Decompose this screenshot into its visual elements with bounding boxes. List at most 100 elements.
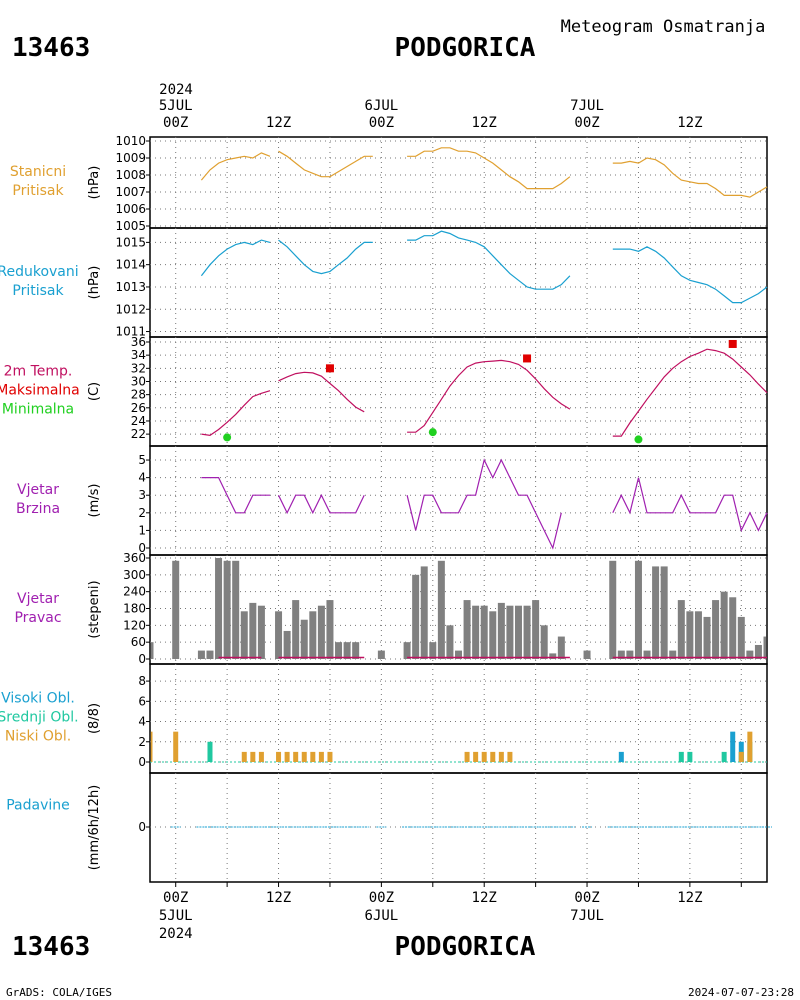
station-pressure-line-3 bbox=[612, 157, 768, 198]
wind-direction-bar bbox=[754, 644, 762, 659]
panel-unit-label: (hPa) bbox=[87, 166, 102, 200]
ytick-label: 300 bbox=[123, 568, 146, 582]
wind-direction-bar bbox=[660, 566, 668, 659]
panel-frame bbox=[149, 445, 768, 556]
wind-direction-bar bbox=[737, 616, 745, 659]
wind-direction-bar bbox=[686, 611, 694, 659]
panel-precipitation: 0 Padavine (mm/6h/12h) bbox=[6, 772, 772, 883]
panel-unit-label: (C) bbox=[87, 382, 102, 401]
wind-direction-bar bbox=[429, 642, 437, 659]
high-cloud-bar bbox=[730, 731, 736, 762]
ytick-label: 4 bbox=[138, 715, 146, 729]
reduced-pressure-line-2 bbox=[407, 230, 571, 290]
wind-direction-bar bbox=[292, 600, 300, 659]
low-cloud-bar bbox=[284, 751, 290, 762]
wind-direction-bar bbox=[523, 605, 531, 659]
top-hour-label-1: 12Z bbox=[266, 115, 291, 131]
panel-unit-label: (hPa) bbox=[87, 266, 102, 300]
wind-direction-bar bbox=[352, 642, 360, 659]
top-hour-label-3: 12Z bbox=[472, 115, 497, 131]
ytick-label: 2 bbox=[138, 735, 146, 749]
panel-station-pressure: 1005 1006 1007 1008 1009 1010 Stanicni Pritisak… bbox=[10, 134, 768, 233]
wind-direction-bar bbox=[532, 600, 540, 659]
panel-label-line: Pritisak bbox=[12, 183, 64, 199]
wind-direction-bar bbox=[540, 625, 548, 659]
ytick-label: 5 bbox=[138, 453, 146, 467]
reduced-pressure-line-0 bbox=[200, 239, 271, 277]
wind-direction-bar bbox=[480, 605, 488, 659]
top-date-label-0: 5JUL bbox=[159, 98, 193, 114]
ytick-label: 1007 bbox=[115, 185, 146, 199]
wind-speed-line-1 bbox=[277, 493, 365, 515]
ytick-label: 1013 bbox=[115, 280, 146, 294]
temperature-min-marker-2 bbox=[634, 435, 643, 444]
station-pressure-line-1 bbox=[278, 150, 373, 178]
wind-direction-bar bbox=[223, 560, 231, 659]
ytick-label: 1 bbox=[138, 523, 146, 537]
bottom-year-label-0: 2024 bbox=[159, 926, 193, 942]
wind-direction-bar bbox=[283, 630, 291, 659]
wind-direction-bar bbox=[215, 558, 223, 659]
low-cloud-bar bbox=[310, 751, 316, 762]
ytick-label: 180 bbox=[123, 602, 146, 616]
panel-clouds: 0 2 4 6 8 Visoki Obl. Srednji Obl. Niski Obl. (8… bbox=[0, 663, 768, 774]
wind-direction-bar bbox=[609, 560, 617, 659]
top-date-label-2: 6JUL bbox=[365, 98, 399, 114]
wind-direction-bar bbox=[275, 611, 283, 659]
low-cloud-bar bbox=[747, 731, 753, 762]
panel-unit-label: (m/s) bbox=[87, 484, 102, 518]
ytick-label: 1015 bbox=[115, 235, 146, 249]
meteogram-subtitle: Meteogram Osmatranja bbox=[561, 17, 766, 37]
panel-label-line: 2m Temp. bbox=[4, 364, 73, 380]
ytick-label: 1006 bbox=[115, 202, 146, 216]
panel-label-line: Redukovani bbox=[0, 264, 79, 280]
low-cloud-bar bbox=[318, 751, 324, 762]
low-cloud-bar bbox=[276, 751, 282, 762]
top-hour-label-4: 00Z bbox=[574, 115, 599, 131]
wind-direction-bar bbox=[343, 642, 351, 659]
ytick-label: 1008 bbox=[115, 168, 146, 182]
top-hour-label-5: 12Z bbox=[677, 115, 702, 131]
wind-direction-bar bbox=[489, 611, 497, 659]
wind-direction-bar bbox=[583, 650, 591, 659]
ytick-label: 22 bbox=[131, 427, 146, 441]
wind-direction-bar bbox=[617, 650, 625, 659]
panel-wind-speed: 0 1 2 3 4 5 Vjetar Brzina (m/s) bbox=[16, 445, 768, 556]
station-id-top: 13463 bbox=[12, 33, 90, 63]
wind-direction-bar bbox=[720, 591, 728, 659]
wind-direction-bar bbox=[472, 605, 480, 659]
bottom-hour-label-3: 12Z bbox=[472, 890, 497, 906]
panel-label-line: Minimalna bbox=[2, 402, 74, 418]
panel-label-line: Pritisak bbox=[12, 283, 64, 299]
panel-label-line: Pravac bbox=[14, 610, 61, 626]
ytick-label: 120 bbox=[123, 618, 146, 632]
wind-direction-bar bbox=[257, 605, 265, 659]
ytick-label: 1005 bbox=[115, 219, 146, 233]
wind-direction-bar bbox=[437, 560, 445, 659]
wind-direction-bar bbox=[514, 605, 522, 659]
panel-label-line: Maksimalna bbox=[0, 383, 80, 399]
panel-label-line: Srednji Obl. bbox=[0, 710, 79, 726]
wind-direction-bar bbox=[557, 636, 565, 659]
bottom-date-label-2: 6JUL bbox=[365, 908, 399, 924]
page-header: 13463 PODGORICA Meteogram Osmatranja 202… bbox=[12, 17, 765, 98]
station-name-bottom: PODGORICA bbox=[395, 932, 536, 962]
wind-direction-bar bbox=[652, 566, 660, 659]
wind-direction-bar bbox=[677, 600, 685, 659]
wind-direction-bar bbox=[669, 650, 677, 659]
ytick-label: 24 bbox=[131, 414, 146, 428]
ytick-label: 8 bbox=[138, 674, 146, 688]
wind-direction-bar bbox=[497, 602, 505, 659]
wind-direction-bar bbox=[206, 650, 214, 659]
low-cloud-bar bbox=[738, 751, 744, 762]
wind-direction-bar bbox=[446, 625, 454, 659]
bottom-hour-label-2: 00Z bbox=[369, 890, 394, 906]
ytick-label: 34 bbox=[131, 348, 146, 362]
wind-direction-bar bbox=[309, 611, 317, 659]
ytick-label: 26 bbox=[131, 401, 146, 415]
wind-direction-bar bbox=[240, 611, 248, 659]
ytick-label: 30 bbox=[131, 374, 146, 388]
ytick-label: 36 bbox=[131, 335, 146, 349]
low-cloud-bar bbox=[498, 751, 504, 762]
